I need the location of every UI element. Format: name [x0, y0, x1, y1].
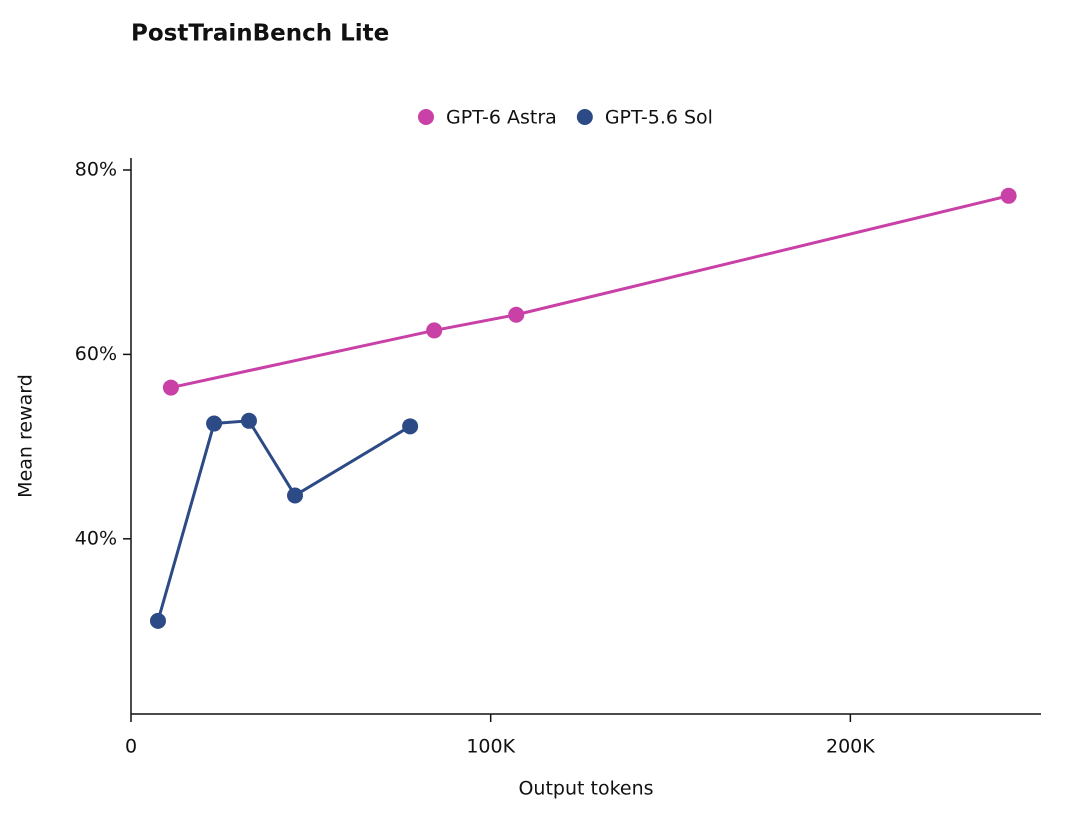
- data-point: [1000, 187, 1017, 204]
- data-point: [402, 418, 419, 435]
- y-tick-label: 60%: [75, 343, 117, 365]
- chart-title: PostTrainBench Lite: [131, 21, 389, 47]
- x-tick-label: 100K: [466, 736, 515, 758]
- y-tick-label: 40%: [75, 527, 117, 549]
- data-point: [149, 612, 166, 629]
- data-point: [287, 487, 304, 504]
- series-line: [156, 419, 411, 622]
- legend-label: GPT-5.6 Sol: [605, 107, 713, 129]
- data-point: [426, 322, 443, 339]
- data-point: [240, 412, 257, 429]
- data-point: [206, 415, 223, 432]
- y-tick-label: 80%: [75, 158, 117, 180]
- y-axis-label: Mean reward: [15, 374, 37, 498]
- data-point: [508, 306, 525, 323]
- series-line: [170, 194, 1009, 390]
- legend-label: GPT-6 Astra: [446, 107, 557, 129]
- legend-marker: [418, 109, 434, 125]
- x-tick-label: 0: [125, 736, 137, 758]
- x-axis-label: Output tokens: [518, 778, 653, 800]
- data-point: [162, 379, 179, 396]
- x-tick-label: 200K: [826, 736, 875, 758]
- legend-marker: [576, 109, 593, 125]
